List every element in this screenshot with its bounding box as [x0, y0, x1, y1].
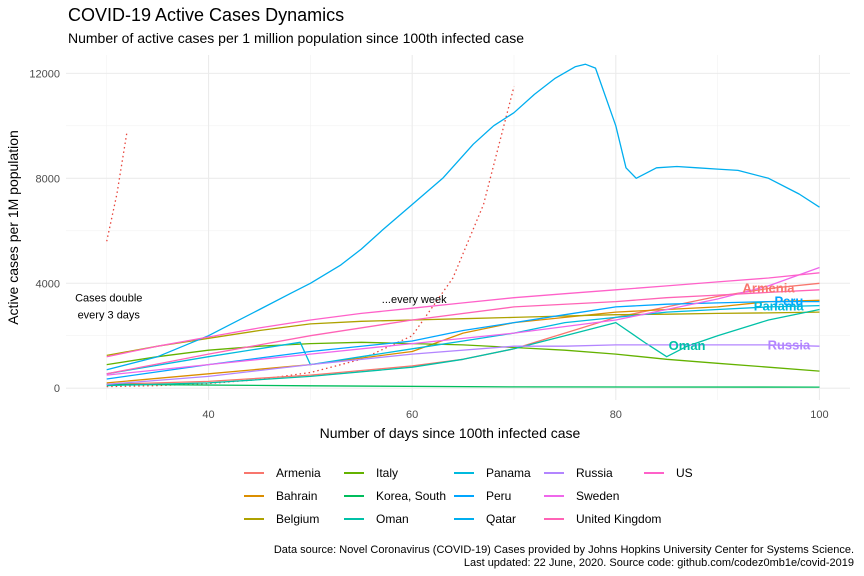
- legend-label: US: [676, 466, 693, 480]
- x-tick-label: 80: [610, 409, 622, 421]
- legend-key: [344, 495, 364, 497]
- reference-line-double-every-3-days: [106, 130, 128, 242]
- series-line-italy: [106, 341, 820, 372]
- series-line-qatar: [106, 63, 820, 371]
- legend-item: Peru: [454, 487, 511, 505]
- y-tick-label: 8000: [36, 173, 60, 185]
- x-axis-title: Number of days since 100th infected case: [320, 425, 581, 441]
- legend-label: Bahrain: [276, 489, 318, 503]
- legend-item: Armenia: [244, 464, 321, 482]
- chart-subtitle: Number of active cases per 1 million pop…: [68, 30, 525, 46]
- legend-item: Korea, South: [344, 487, 446, 505]
- legend-key: [244, 495, 264, 497]
- legend-label: United Kingdom: [576, 512, 662, 526]
- legend-item: Panama: [454, 464, 531, 482]
- legend-item: United Kingdom: [544, 510, 661, 528]
- legend-item: Bahrain: [244, 487, 317, 505]
- legend-item: US: [644, 464, 693, 482]
- legend-key: [454, 472, 474, 474]
- legend-label: Panama: [486, 466, 531, 480]
- legend-key: [544, 495, 564, 497]
- legend-item: Russia: [544, 464, 613, 482]
- annotation-1: Cases double: [75, 293, 142, 305]
- series-line-panama: [106, 304, 820, 375]
- legend-key: [344, 518, 364, 520]
- legend-label: Russia: [576, 466, 613, 480]
- series-line-sweden: [106, 266, 820, 376]
- x-tick-label: 100: [810, 409, 828, 421]
- reference-line-double-every-week: [106, 86, 515, 388]
- series-line-russia: [106, 344, 820, 385]
- legend-key: [454, 518, 474, 520]
- series-end-label: Peru: [774, 294, 803, 309]
- legend-key: [454, 495, 474, 497]
- annotation-1: every 3 days: [78, 310, 141, 322]
- legend-item: Italy: [344, 464, 398, 482]
- legend-key: [244, 472, 264, 474]
- legend-key: [244, 518, 264, 520]
- legend-item: Sweden: [544, 487, 619, 505]
- legend-label: Armenia: [276, 466, 321, 480]
- x-tick-label: 60: [406, 409, 418, 421]
- series-line-belgium: [106, 311, 820, 357]
- y-tick-label: 0: [54, 383, 60, 395]
- series-end-label: Russia: [768, 337, 811, 352]
- legend-key: [344, 472, 364, 474]
- legend-item: Belgium: [244, 510, 319, 528]
- legend-label: Qatar: [486, 512, 517, 526]
- series-line-peru: [106, 300, 820, 380]
- series-end-label: Panama: [754, 299, 805, 314]
- series-line-united-kingdom: [106, 289, 820, 375]
- annotation-2: ...every week: [382, 294, 447, 306]
- legend-label: Italy: [376, 466, 399, 480]
- legend-label: Korea, South: [376, 489, 447, 503]
- series-end-label: Armenia: [743, 280, 796, 295]
- legend: Armenia Bahrain Belgium Italy Korea, South Om…: [244, 464, 724, 530]
- legend-label: Peru: [486, 489, 512, 503]
- legend-label: Belgium: [276, 512, 320, 526]
- legend-key: [544, 518, 564, 520]
- caption-line-1: Data source: Novel Coronavirus (COVID-19…: [273, 544, 854, 556]
- legend-label: Sweden: [576, 489, 620, 503]
- legend-key: [644, 472, 664, 474]
- series-line-oman: [106, 308, 820, 387]
- legend-item: Oman: [344, 510, 409, 528]
- legend-label: Oman: [376, 512, 409, 526]
- series-end-label: Oman: [669, 338, 706, 353]
- y-tick-label: 12000: [29, 68, 60, 80]
- legend-key: [544, 472, 564, 474]
- y-tick-label: 4000: [36, 278, 60, 290]
- y-axis-title: Active cases per 1M population: [5, 130, 21, 325]
- series-line-korea-south: [106, 383, 820, 388]
- x-tick-label: 40: [202, 409, 214, 421]
- legend-item: Qatar: [454, 510, 516, 528]
- caption-line-2: Last updated: 22 June, 2020. Source code…: [463, 557, 854, 569]
- chart-title: COVID-19 Active Cases Dynamics: [68, 5, 345, 25]
- series-line-us: [106, 272, 820, 358]
